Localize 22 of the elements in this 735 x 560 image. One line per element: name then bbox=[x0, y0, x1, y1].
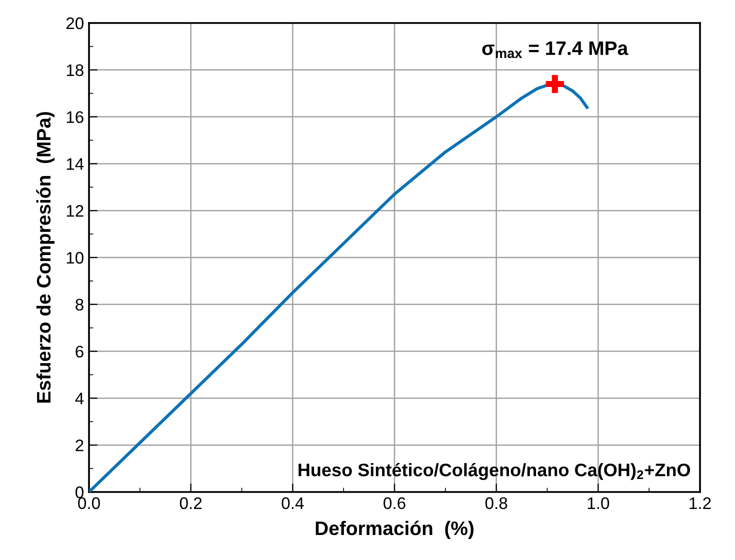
y-tick-label: 8 bbox=[76, 298, 84, 311]
x-tick-label: 0.4 bbox=[282, 497, 304, 510]
x-tick-label: 0.2 bbox=[180, 497, 202, 510]
x-tick-label: 0.8 bbox=[485, 497, 508, 510]
y-tick-label: 0 bbox=[76, 486, 84, 498]
y-tick-label: 16 bbox=[66, 111, 84, 124]
y-tick-label: 4 bbox=[75, 392, 84, 404]
annotation: Hueso Sintético/Colágeno/nano Ca(OH)$_{2}$+ZnO bbox=[298, 462, 690, 480]
x-tick-label: 0.6 bbox=[384, 497, 406, 510]
y-axis-title: Esfuerzo de Compresión (MPa) bbox=[36, 112, 54, 403]
x-axis-title: Deformación (%) bbox=[316, 520, 474, 540]
y-tick-label: 10 bbox=[66, 252, 84, 264]
y-tick-label: 18 bbox=[66, 64, 84, 76]
y-tick-label: 14 bbox=[66, 158, 84, 170]
x-tick-label: 1.0 bbox=[588, 497, 610, 510]
x-tick-label: 0.0 bbox=[78, 497, 100, 510]
y-tick-label: 6 bbox=[76, 346, 84, 358]
x-tick-label: 1.2 bbox=[690, 497, 711, 509]
y-tick-label: 12 bbox=[66, 205, 84, 217]
y-tick-label: 20 bbox=[66, 17, 84, 30]
annotation: σ$_{max}$ = 17.4 MPa bbox=[482, 42, 628, 58]
y-tick-label: 2 bbox=[76, 440, 84, 452]
